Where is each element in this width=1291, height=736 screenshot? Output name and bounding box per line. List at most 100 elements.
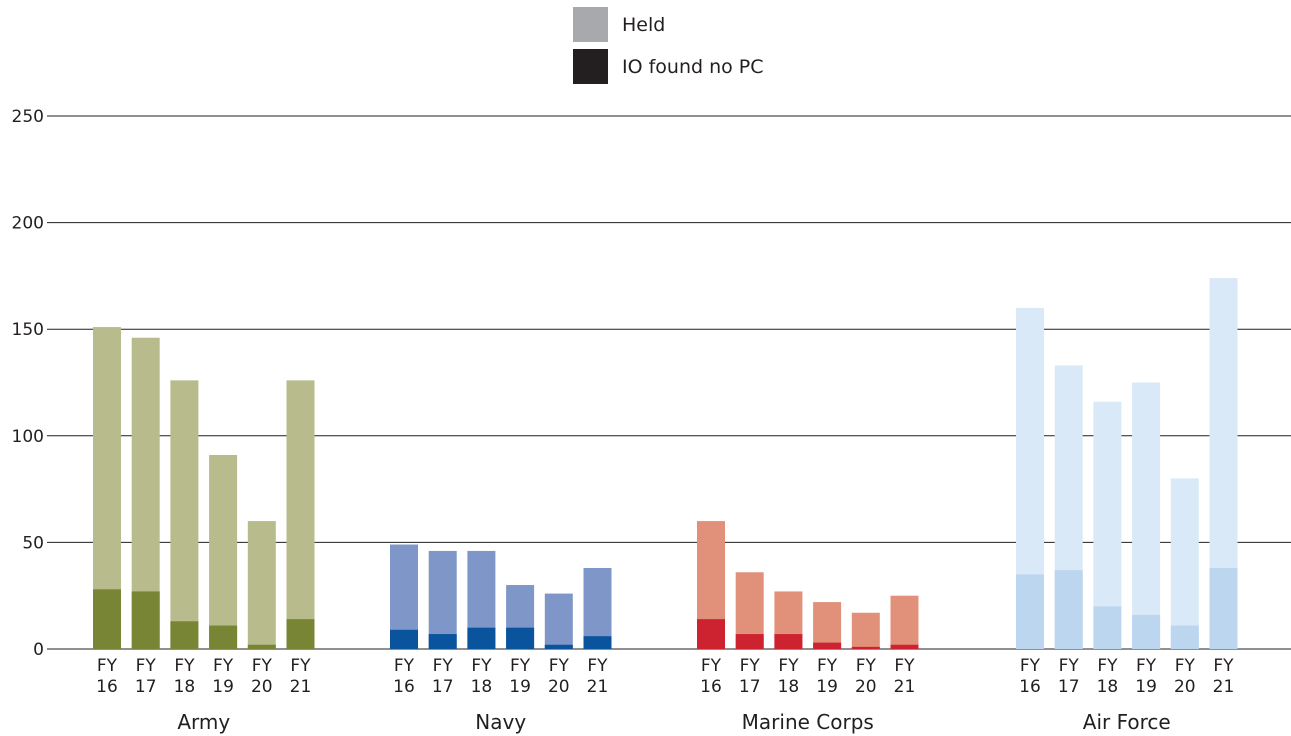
group-2 xyxy=(697,521,919,649)
x-tick-label: FY xyxy=(1020,656,1041,676)
x-tick-label: 19 xyxy=(509,677,531,697)
x-tick-label: 16 xyxy=(393,677,415,697)
x-tick-label: FY xyxy=(817,656,838,676)
x-tick-label: FY xyxy=(471,656,492,676)
x-tick-label: FY xyxy=(1213,656,1234,676)
x-tick-label: FY xyxy=(1175,656,1196,676)
legend-swatch xyxy=(573,7,608,42)
bar-io-found-no-pc xyxy=(1093,606,1122,649)
x-tick-label: FY xyxy=(778,656,799,676)
bar-io-found-no-pc xyxy=(93,589,121,649)
bar-io-found-no-pc xyxy=(774,634,803,649)
y-tick-label: 0 xyxy=(33,640,44,660)
legend-label: IO found no PC xyxy=(622,56,764,78)
group-label: Navy xyxy=(475,710,526,734)
x-tick-label: FY xyxy=(587,656,608,676)
bar-held xyxy=(209,454,238,649)
x-tick-label: 19 xyxy=(816,677,838,697)
bar-io-found-no-pc xyxy=(813,642,842,649)
legend: Held IO found no PC xyxy=(573,7,764,84)
y-axis: 0 50 100 150 200 250 xyxy=(12,107,44,660)
legend-item: Held xyxy=(573,7,665,42)
x-tick-label: FY xyxy=(252,656,273,676)
bar-io-found-no-pc xyxy=(1016,574,1044,649)
x-tick-label: FY xyxy=(97,656,118,676)
y-tick-label: 150 xyxy=(12,320,44,340)
x-tick-label: FY xyxy=(433,656,454,676)
legend-item: IO found no PC xyxy=(573,49,764,84)
group-3 xyxy=(1016,278,1238,649)
x-tick-label: FY xyxy=(740,656,761,676)
x-tick-label: 17 xyxy=(135,677,157,697)
bar-io-found-no-pc xyxy=(390,629,418,649)
bar-held xyxy=(544,593,573,649)
x-tick-label: 18 xyxy=(1097,677,1119,697)
y-tick-label: 200 xyxy=(12,214,44,234)
bar-io-found-no-pc xyxy=(544,644,573,649)
legend-swatch xyxy=(573,49,608,84)
x-tick-label: FY xyxy=(174,656,195,676)
x-tick-label: 17 xyxy=(1058,677,1080,697)
x-tick-label: 16 xyxy=(1019,677,1041,697)
x-tick-label: 21 xyxy=(894,677,916,697)
bar-io-found-no-pc xyxy=(890,644,919,649)
x-tick-label: FY xyxy=(1097,656,1118,676)
x-tick-label: 17 xyxy=(739,677,761,697)
x-tick-label: 18 xyxy=(471,677,493,697)
bar-io-found-no-pc xyxy=(209,625,238,649)
group-label: Air Force xyxy=(1083,710,1171,734)
bar-io-found-no-pc xyxy=(851,646,880,649)
x-tick-label: 19 xyxy=(1135,677,1157,697)
bar-held xyxy=(286,380,315,649)
bar-held xyxy=(247,521,276,649)
bar-io-found-no-pc xyxy=(170,621,199,649)
bar-io-found-no-pc xyxy=(467,627,496,649)
bar-held xyxy=(170,380,199,649)
bar-io-found-no-pc xyxy=(286,619,315,649)
x-tick-label: 20 xyxy=(855,677,877,697)
x-tick-label: 16 xyxy=(700,677,722,697)
bar-io-found-no-pc xyxy=(1170,625,1199,649)
x-tick-label: FY xyxy=(394,656,415,676)
bar-held xyxy=(428,550,457,649)
x-tick-label: FY xyxy=(894,656,915,676)
x-tick-label: FY xyxy=(136,656,157,676)
x-tick-label: 21 xyxy=(1213,677,1235,697)
group-label: Army xyxy=(177,710,230,734)
bar-io-found-no-pc xyxy=(697,619,725,649)
bar-io-found-no-pc xyxy=(131,591,160,649)
x-tick-label: 19 xyxy=(212,677,234,697)
x-tick-label: FY xyxy=(510,656,531,676)
x-axis: FY16FY17FY18FY19FY20FY21ArmyFY16FY17FY18… xyxy=(96,656,1234,734)
x-tick-label: 18 xyxy=(778,677,800,697)
x-tick-label: FY xyxy=(1136,656,1157,676)
bar-held xyxy=(813,602,842,649)
bar-io-found-no-pc xyxy=(1054,570,1083,649)
x-tick-label: FY xyxy=(549,656,570,676)
x-tick-label: 18 xyxy=(174,677,196,697)
x-tick-label: 21 xyxy=(587,677,609,697)
group-label: Marine Corps xyxy=(742,710,874,734)
bar-io-found-no-pc xyxy=(1209,567,1238,649)
x-tick-label: 20 xyxy=(1174,677,1196,697)
x-tick-label: FY xyxy=(1059,656,1080,676)
bar-io-found-no-pc xyxy=(506,627,535,649)
bar-held xyxy=(583,567,612,649)
bar-held xyxy=(1132,382,1161,649)
x-tick-label: FY xyxy=(290,656,311,676)
x-tick-label: 17 xyxy=(432,677,454,697)
bar-io-found-no-pc xyxy=(735,634,764,649)
group-0 xyxy=(93,327,315,649)
bars xyxy=(93,278,1238,649)
bar-held xyxy=(890,595,919,649)
bar-io-found-no-pc xyxy=(428,634,457,649)
x-tick-label: 16 xyxy=(96,677,118,697)
group-1 xyxy=(390,544,612,649)
bar-held xyxy=(1170,478,1199,649)
y-tick-label: 250 xyxy=(12,107,44,127)
x-tick-label: FY xyxy=(701,656,722,676)
bar-io-found-no-pc xyxy=(583,636,612,649)
x-tick-label: 20 xyxy=(548,677,570,697)
legend-label: Held xyxy=(622,14,665,36)
